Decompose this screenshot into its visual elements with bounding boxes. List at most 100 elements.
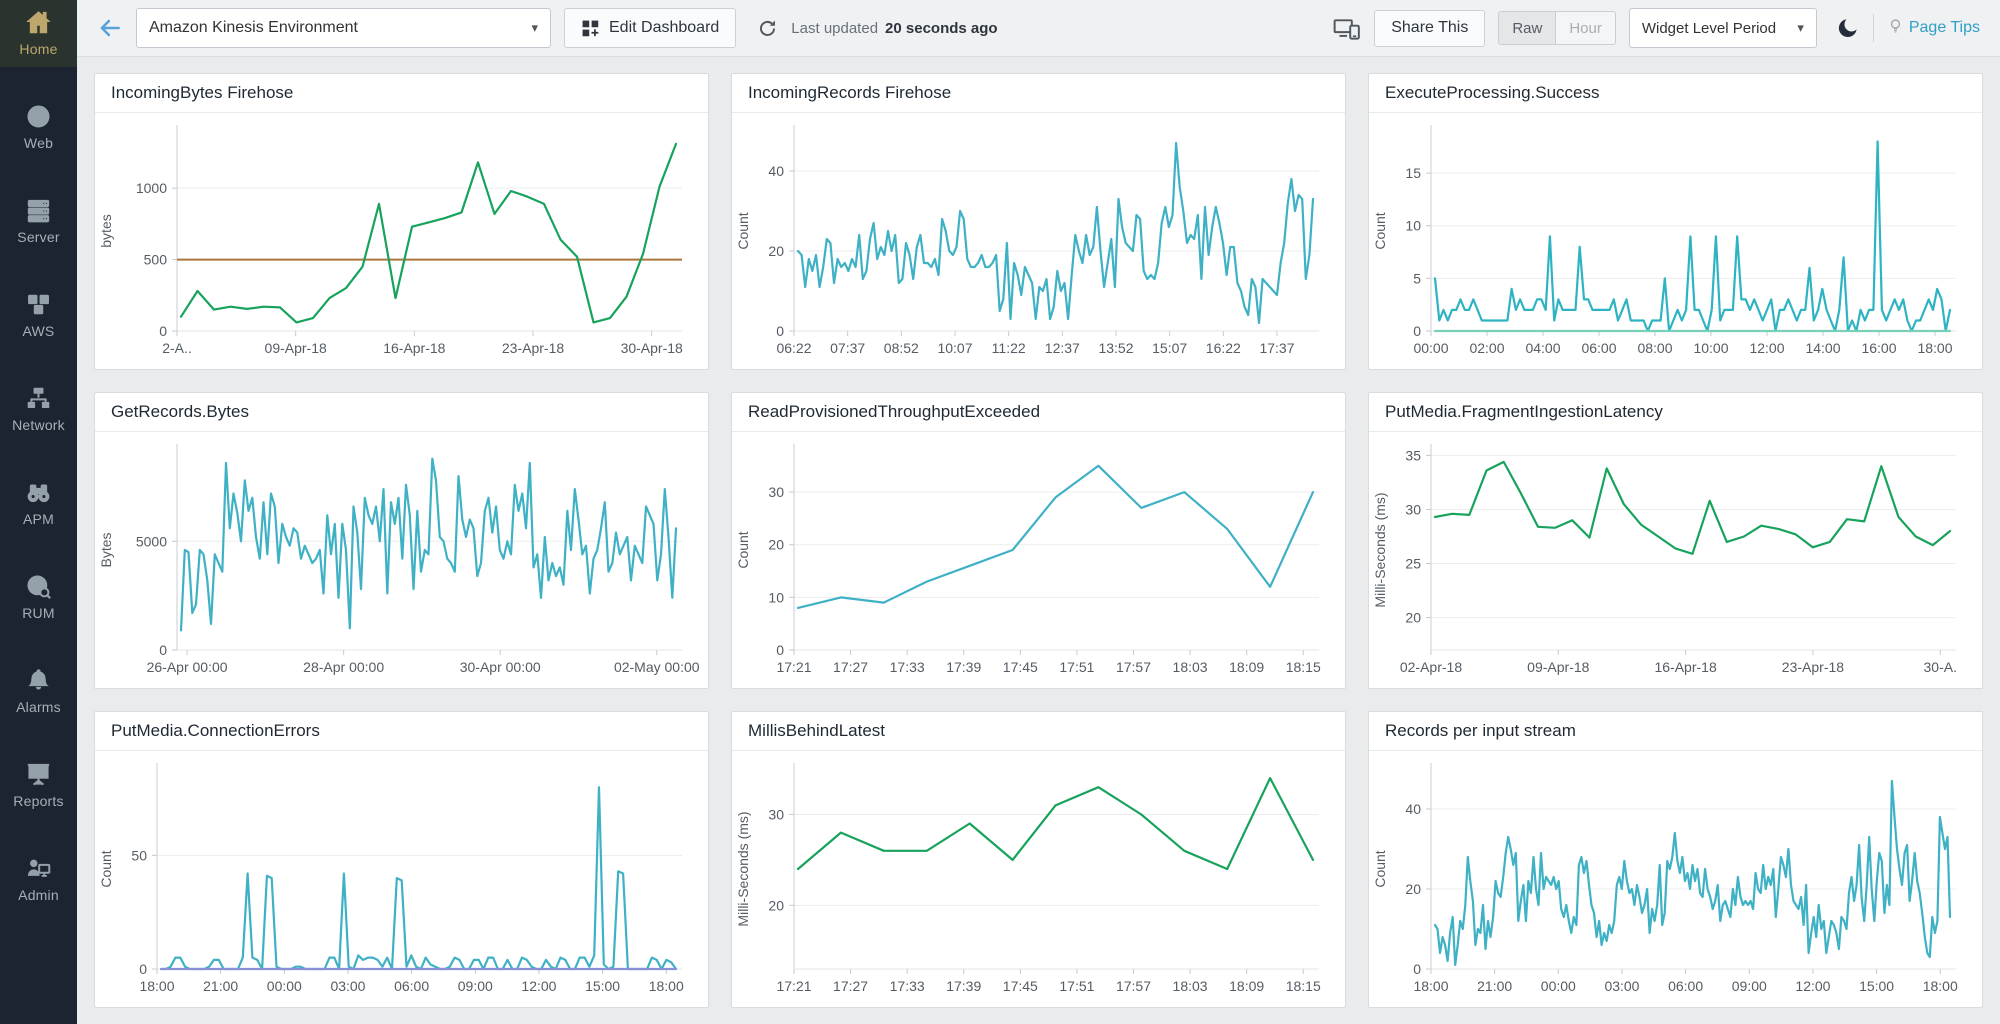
chart-canvas[interactable]: 20 30 17:21 17:27 17:33 17:39 17:45 17:51 17:57 1… [732,751,1345,1007]
svg-text:00:00: 00:00 [1413,340,1448,356]
share-this-button[interactable]: Share This [1374,9,1486,47]
chart-area: 0 5000 26-Apr 00:00 28-Apr 00:00 30-Apr 00:0… [95,432,708,688]
svg-text:12:37: 12:37 [1045,340,1080,356]
dashboard-select[interactable]: Amazon Kinesis Environment ▾ [136,8,551,48]
svg-text:40: 40 [768,163,784,179]
sidebar-item-label: Reports [13,793,64,809]
svg-text:16-Apr-18: 16-Apr-18 [383,340,445,356]
sidebar-item-alarms[interactable]: Alarms [0,658,77,725]
chart-canvas[interactable]: 0 5000 26-Apr 00:00 28-Apr 00:00 30-Apr 00:0… [95,432,708,688]
svg-text:14:00: 14:00 [1805,340,1840,356]
globe-icon [25,103,52,130]
series-line [796,464,1315,609]
dark-mode-moon-icon[interactable] [1836,16,1860,40]
widget-card: PutMedia.FragmentIngestionLatency 20 25 30 3… [1368,392,1983,689]
page-tips-link[interactable]: Page Tips [1887,18,1980,39]
sidebar-item-web[interactable]: Web [0,94,77,161]
svg-text:0: 0 [776,642,784,658]
sidebar-item-label: Network [12,417,65,433]
sidebar-item-server[interactable]: Server [0,188,77,255]
svg-text:21:00: 21:00 [203,978,238,994]
sidebar-item-aws[interactable]: AWS [0,282,77,349]
sidebar-item-label: RUM [22,605,55,621]
lightbulb-icon [1887,18,1904,39]
toggle-hour[interactable]: Hour [1569,19,1602,37]
widget-card: IncomingBytes Firehose 0 500 1000 2-A.. 09-Ap… [94,73,709,370]
devices-icon[interactable] [1333,16,1361,40]
svg-text:06:00: 06:00 [1581,340,1616,356]
svg-text:03:00: 03:00 [330,978,365,994]
bell-icon [25,667,52,694]
svg-text:18:03: 18:03 [1173,659,1208,675]
chart-canvas[interactable]: 0 20 40 18:00 21:00 00:00 03:00 06:00 09:00 12:00… [1369,751,1982,1007]
svg-text:0: 0 [776,323,784,339]
sidebar-item-admin[interactable]: Admin [0,846,77,913]
toggle-raw[interactable]: Raw [1499,12,1557,44]
widget-card: ExecuteProcessing.Success 0 5 10 15 00:00 02:0… [1368,73,1983,370]
svg-text:18:00: 18:00 [649,978,684,994]
widget-title: GetRecords.Bytes [111,402,249,421]
chart-area: 0 20 40 18:00 21:00 00:00 03:00 06:00 09:00 12:00… [1369,751,1982,1007]
svg-text:11:22: 11:22 [992,340,1026,356]
topbar: Amazon Kinesis Environment ▾ Edit Dashbo… [77,0,2000,57]
svg-text:5: 5 [1413,270,1421,286]
sidebar: Home Web Server AWS Network APM RUM Alarms Repor… [0,0,77,1024]
user-monitor-icon [25,855,52,882]
svg-text:Count: Count [735,212,751,249]
svg-text:0: 0 [159,642,167,658]
svg-text:25: 25 [1405,556,1421,572]
widget-header: PutMedia.FragmentIngestionLatency [1369,393,1982,432]
page-tips-label: Page Tips [1908,19,1980,36]
widget-title: PutMedia.ConnectionErrors [111,721,320,740]
widget-title: ReadProvisionedThroughputExceeded [748,402,1041,421]
svg-text:0: 0 [159,323,167,339]
svg-text:18:00: 18:00 [1923,978,1958,994]
back-arrow-icon[interactable] [97,15,123,41]
svg-text:07:37: 07:37 [830,340,865,356]
chart-area: 0 10 20 30 17:21 17:27 17:33 17:39 17:45 17:51 17:… [732,432,1345,688]
svg-text:15: 15 [1405,165,1421,181]
chart-canvas[interactable]: 0 20 40 06:22 07:37 08:52 10:07 11:22 12:37 13:52… [732,113,1345,369]
svg-text:17:51: 17:51 [1059,659,1094,675]
svg-text:17:39: 17:39 [946,659,981,675]
svg-text:02:00: 02:00 [1469,340,1504,356]
svg-text:12:00: 12:00 [1795,978,1830,994]
chevron-down-icon: ▾ [531,20,538,35]
chart-canvas[interactable]: 0 500 1000 2-A.. 09-Apr-18 16-Apr-18 23-Apr-18… [95,113,708,369]
svg-text:00:00: 00:00 [1541,978,1576,994]
chart-area: 20 30 17:21 17:27 17:33 17:39 17:45 17:51 17:57 1… [732,751,1345,1007]
svg-text:28-Apr 00:00: 28-Apr 00:00 [303,659,384,675]
svg-text:02-May 00:00: 02-May 00:00 [614,659,700,675]
edit-dashboard-label: Edit Dashboard [609,19,720,36]
chart-canvas[interactable]: 20 25 30 35 02-Apr-18 09-Apr-18 16-Apr-18 23-Ap… [1369,432,1982,688]
widget-header: Records per input stream [1369,712,1982,751]
svg-text:30-Apr 00:00: 30-Apr 00:00 [460,659,541,675]
svg-text:02-Apr-18: 02-Apr-18 [1400,659,1462,675]
svg-text:18:15: 18:15 [1286,659,1321,675]
series-line [1433,779,1952,967]
svg-text:23-Apr-18: 23-Apr-18 [502,340,564,356]
widget-level-period-select[interactable]: Widget Level Period ▾ [1628,8,1817,48]
sidebar-item-reports[interactable]: Reports [0,752,77,819]
raw-hour-toggle: Raw Hour [1498,11,1616,45]
sidebar-item-apm[interactable]: APM [0,470,77,537]
chart-canvas[interactable]: 0 5 10 15 00:00 02:00 04:00 06:00 08:00 10:00 12:0… [1369,113,1982,369]
svg-text:0: 0 [139,961,147,977]
chart-canvas[interactable]: 0 50 18:00 21:00 00:00 03:00 06:00 09:00 12:00 15… [95,751,708,1007]
series-line [159,786,678,971]
sidebar-item-home[interactable]: Home [0,0,77,67]
svg-text:10:07: 10:07 [937,340,972,356]
chart-canvas[interactable]: 0 10 20 30 17:21 17:27 17:33 17:39 17:45 17:51 17:… [732,432,1345,688]
svg-text:17:51: 17:51 [1059,978,1094,994]
svg-text:17:45: 17:45 [1003,978,1038,994]
svg-text:18:03: 18:03 [1173,978,1208,994]
svg-text:08:00: 08:00 [1637,340,1672,356]
sidebar-item-network[interactable]: Network [0,376,77,443]
sidebar-item-rum[interactable]: RUM [0,564,77,631]
refresh-icon[interactable] [757,18,778,39]
svg-text:5000: 5000 [136,533,167,549]
edit-dashboard-button[interactable]: Edit Dashboard [564,8,737,48]
svg-text:18:09: 18:09 [1229,659,1264,675]
svg-text:Milli-Seconds (ms): Milli-Seconds (ms) [735,811,751,926]
